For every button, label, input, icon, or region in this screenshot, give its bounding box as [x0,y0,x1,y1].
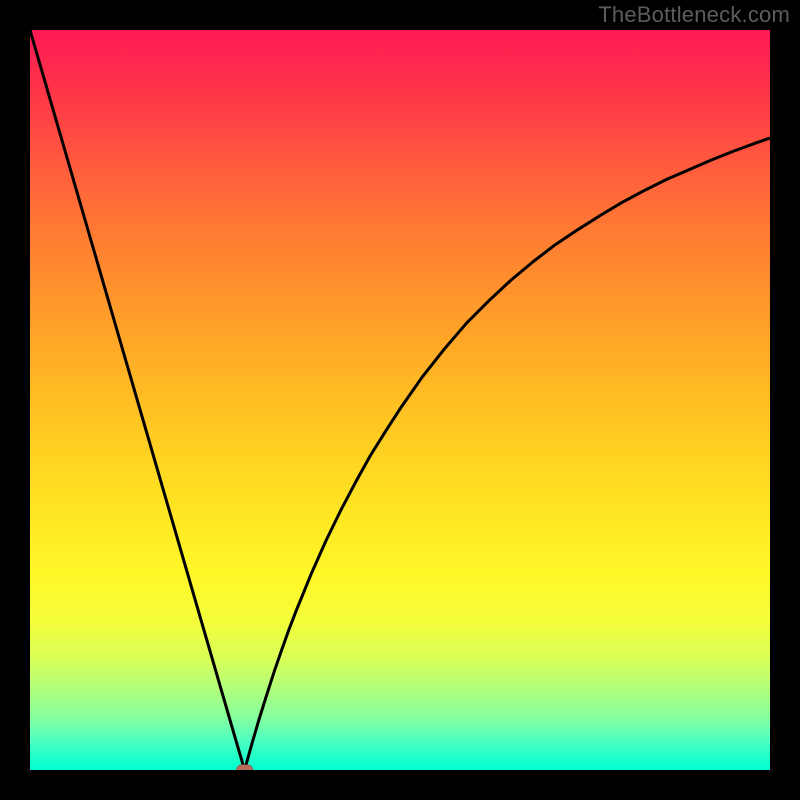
minimum-marker [236,765,252,770]
bottleneck-curve [30,30,770,770]
watermark-label: TheBottleneck.com [598,2,790,28]
chart-svg [30,30,770,770]
plot-area [30,30,770,770]
